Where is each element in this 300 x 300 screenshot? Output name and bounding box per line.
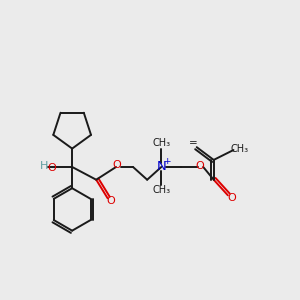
Text: CH₃: CH₃ bbox=[152, 184, 170, 195]
Text: =: = bbox=[189, 138, 198, 148]
Text: O: O bbox=[195, 160, 204, 171]
Text: CH₃: CH₃ bbox=[231, 144, 249, 154]
Text: O: O bbox=[227, 193, 236, 203]
Text: CH₃: CH₃ bbox=[152, 139, 170, 148]
Text: H: H bbox=[40, 161, 49, 171]
Text: O: O bbox=[107, 196, 116, 206]
Text: +: + bbox=[163, 158, 170, 166]
Text: O: O bbox=[113, 160, 122, 170]
Text: N: N bbox=[156, 160, 166, 173]
Text: O: O bbox=[47, 163, 56, 173]
